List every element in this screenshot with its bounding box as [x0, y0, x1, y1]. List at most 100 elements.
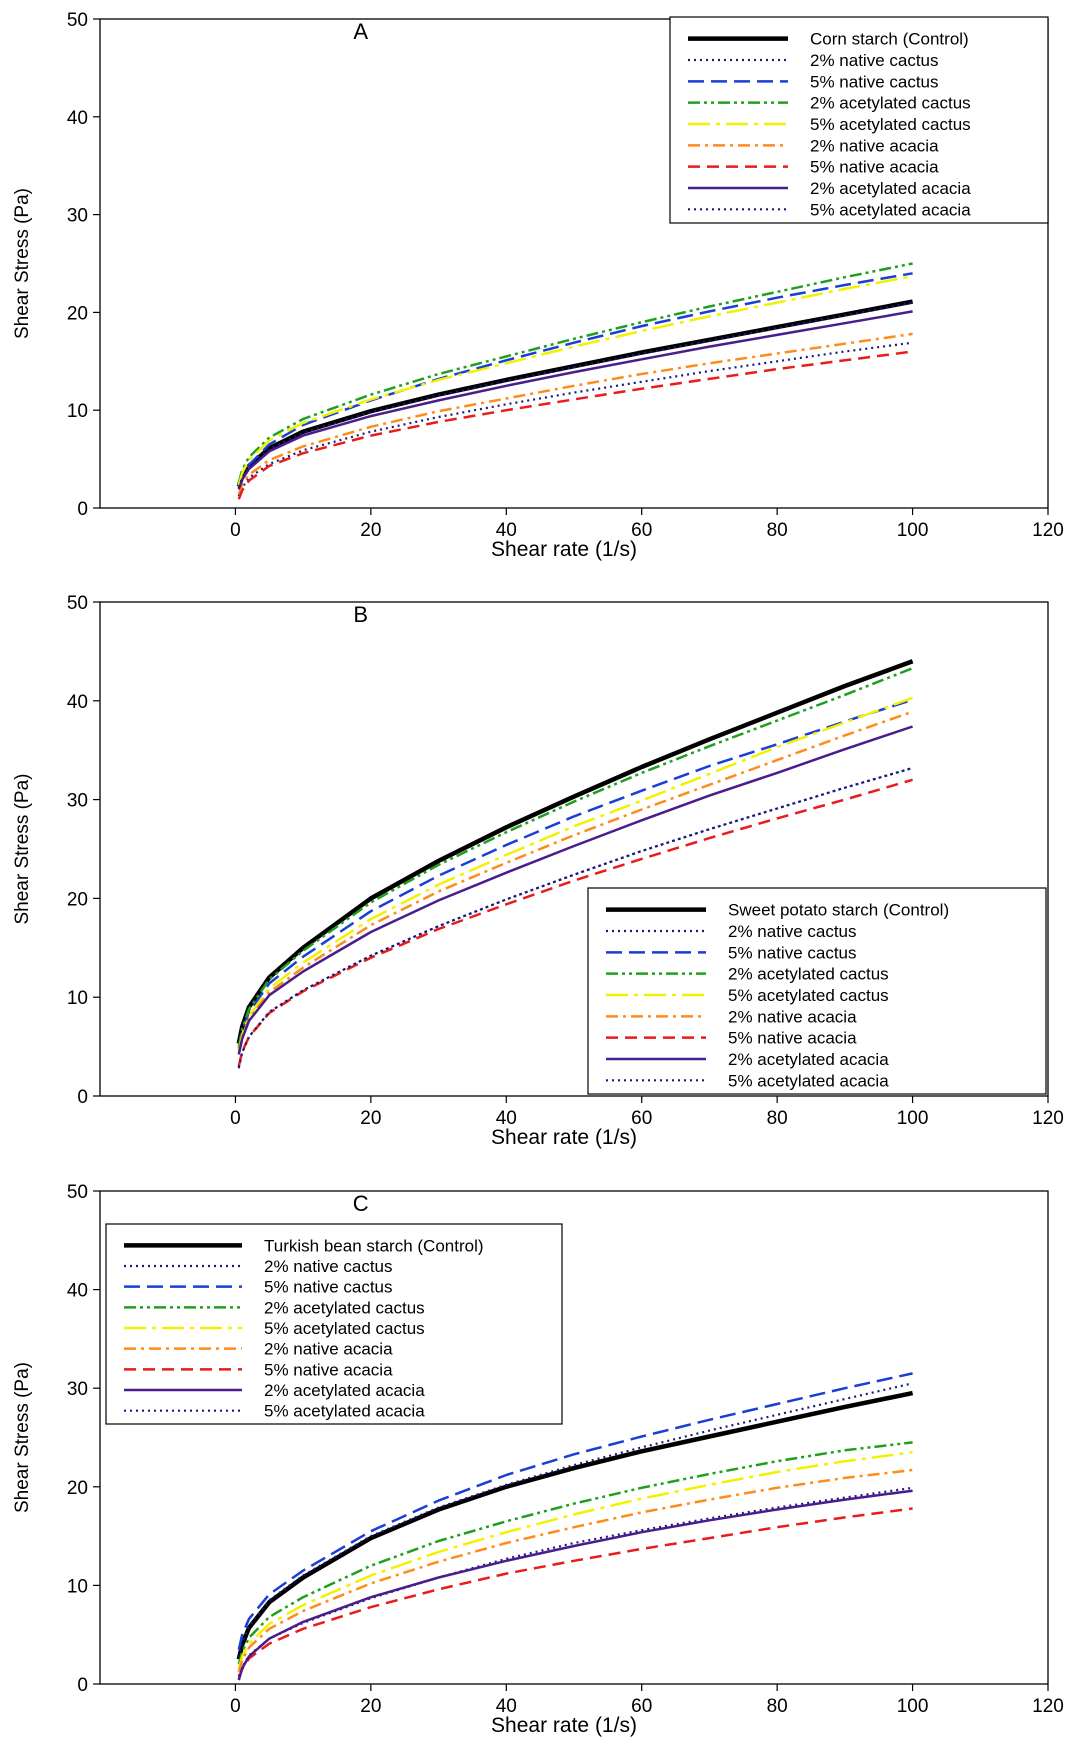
chart-panel-b: 0 10 20 30 40 50 0 20 40 60 80 100 120 Shear rate (1/… — [12, 593, 1064, 1149]
legend-label: Sweet potato starch (Control) — [728, 901, 949, 920]
y-tick-label: 20 — [67, 1478, 88, 1499]
x-tick-label: 80 — [767, 1108, 788, 1129]
plot-frame — [99, 1190, 1049, 1685]
x-tick-label: 20 — [360, 520, 381, 541]
legend-label: 2% acetylated acacia — [264, 1381, 425, 1400]
y-tick-label: 10 — [67, 988, 88, 1009]
legend-label: 5% native acacia — [810, 158, 939, 177]
legend: Sweet potato starch (Control) 2% native c… — [587, 887, 1047, 1095]
series-line-6 — [237, 332, 913, 495]
legend-label: 2% acetylated cactus — [810, 94, 971, 113]
legend-label: 5% acetylated cactus — [264, 1319, 425, 1338]
plot-frame — [99, 601, 1049, 1097]
legend-label: 2% acetylated cactus — [264, 1298, 425, 1317]
y-axis-label: Shear Stress (Pa) — [12, 188, 33, 339]
y-tick-label: 30 — [67, 791, 88, 812]
panel-label: C — [353, 1191, 369, 1216]
legend-label: 5% acetylated cactus — [810, 115, 971, 134]
x-tick-label: 80 — [767, 520, 788, 541]
y-tick-label: 50 — [67, 10, 88, 31]
y-tick-label: 0 — [77, 1675, 88, 1696]
y-tick-label: 50 — [67, 1182, 88, 1203]
y-tick-label: 40 — [67, 692, 88, 713]
legend-label: 5% native cactus — [264, 1278, 393, 1297]
x-tick-label: 0 — [230, 520, 241, 541]
x-axis-label: Shear rate (1/s) — [491, 1126, 637, 1149]
x-tick-label: 40 — [496, 1108, 517, 1129]
panel-label: B — [353, 602, 368, 627]
legend-label: 2% acetylated acacia — [728, 1050, 889, 1069]
x-tick-label: 120 — [1032, 520, 1064, 541]
legend-label: 2% native acacia — [810, 136, 939, 155]
y-tick-label: 40 — [67, 1281, 88, 1302]
x-tick-label: 20 — [360, 1696, 381, 1717]
series-line-9 — [237, 766, 913, 1068]
y-tick-label: 40 — [67, 108, 88, 129]
series-group — [236, 659, 914, 1069]
y-tick-label: 0 — [77, 1087, 88, 1108]
x-tick-label: 0 — [230, 1108, 241, 1129]
legend-label: 2% native cactus — [728, 922, 857, 941]
x-tick-label: 0 — [230, 1696, 241, 1717]
legend-label: 5% acetylated acacia — [810, 200, 971, 219]
legend-label: 2% native acacia — [264, 1340, 393, 1359]
legend-label: 2% native cactus — [810, 51, 939, 70]
series-line-5 — [237, 1451, 913, 1670]
series-line-5 — [237, 696, 914, 1052]
panel-label: A — [353, 19, 368, 44]
series-group — [236, 1372, 914, 1681]
legend-label: 5% native acacia — [264, 1360, 393, 1379]
x-tick-label: 60 — [631, 520, 652, 541]
plot-frame — [99, 18, 1049, 509]
series-line-8 — [237, 310, 913, 490]
y-tick-label: 20 — [67, 889, 88, 910]
series-line-4 — [237, 262, 913, 483]
y-tick-label: 10 — [67, 1576, 88, 1597]
y-tick-label: 30 — [67, 206, 88, 227]
legend-label: Corn starch (Control) — [810, 30, 969, 49]
chart-panel-c: 0 10 20 30 40 50 0 20 40 60 80 100 120 Shear rate (1/… — [12, 1182, 1064, 1737]
series-line-5 — [237, 274, 913, 486]
series-line-1 — [236, 1390, 914, 1660]
legend: Corn starch (Control) 2% native cactus 5% … — [669, 16, 1049, 224]
y-tick-label: 50 — [67, 593, 88, 614]
x-tick-label: 80 — [767, 1696, 788, 1717]
legend-label: Turkish bean starch (Control) — [264, 1236, 484, 1255]
series-line-4 — [237, 667, 914, 1047]
legend: Turkish bean starch (Control) 2% native c… — [105, 1223, 563, 1425]
series-line-8 — [237, 725, 913, 1055]
series-line-3 — [237, 1372, 913, 1650]
legend-label: 2% acetylated cactus — [728, 965, 889, 984]
series-line-8 — [237, 1489, 913, 1681]
series-line-4 — [237, 1441, 913, 1665]
series-line-2 — [237, 341, 913, 497]
series-group — [236, 262, 914, 500]
series-line-7 — [237, 350, 913, 500]
y-axis-label: Shear Stress (Pa) — [12, 774, 33, 925]
x-tick-label: 40 — [496, 520, 517, 541]
legend-label: 5% acetylated cactus — [728, 986, 889, 1005]
legend-label: 5% acetylated acacia — [264, 1402, 425, 1421]
x-tick-label: 100 — [897, 520, 929, 541]
x-tick-label: 40 — [496, 1696, 517, 1717]
x-tick-label: 100 — [897, 1108, 929, 1129]
legend-label: 5% native cactus — [810, 72, 939, 91]
x-tick-label: 120 — [1032, 1696, 1064, 1717]
chart-panel-a: 0 10 20 30 40 50 0 20 40 60 80 100 120 Shear rate (1/… — [12, 10, 1064, 561]
x-tick-label: 60 — [631, 1696, 652, 1717]
series-line-7 — [237, 778, 913, 1067]
x-axis-label: Shear rate (1/s) — [491, 1714, 637, 1737]
y-tick-label: 20 — [67, 303, 88, 324]
legend-label: 5% native acacia — [728, 1029, 857, 1048]
legend-label: 2% acetylated acacia — [810, 179, 971, 198]
x-tick-label: 120 — [1032, 1108, 1064, 1129]
x-tick-label: 60 — [631, 1108, 652, 1129]
legend-label: 5% acetylated acacia — [728, 1071, 889, 1090]
y-tick-label: 10 — [67, 401, 88, 422]
y-axis-label: Shear Stress (Pa) — [12, 1362, 33, 1513]
series-line-3 — [237, 272, 913, 489]
legend-label: 2% native acacia — [728, 1007, 857, 1026]
series-line-7 — [237, 1507, 913, 1679]
